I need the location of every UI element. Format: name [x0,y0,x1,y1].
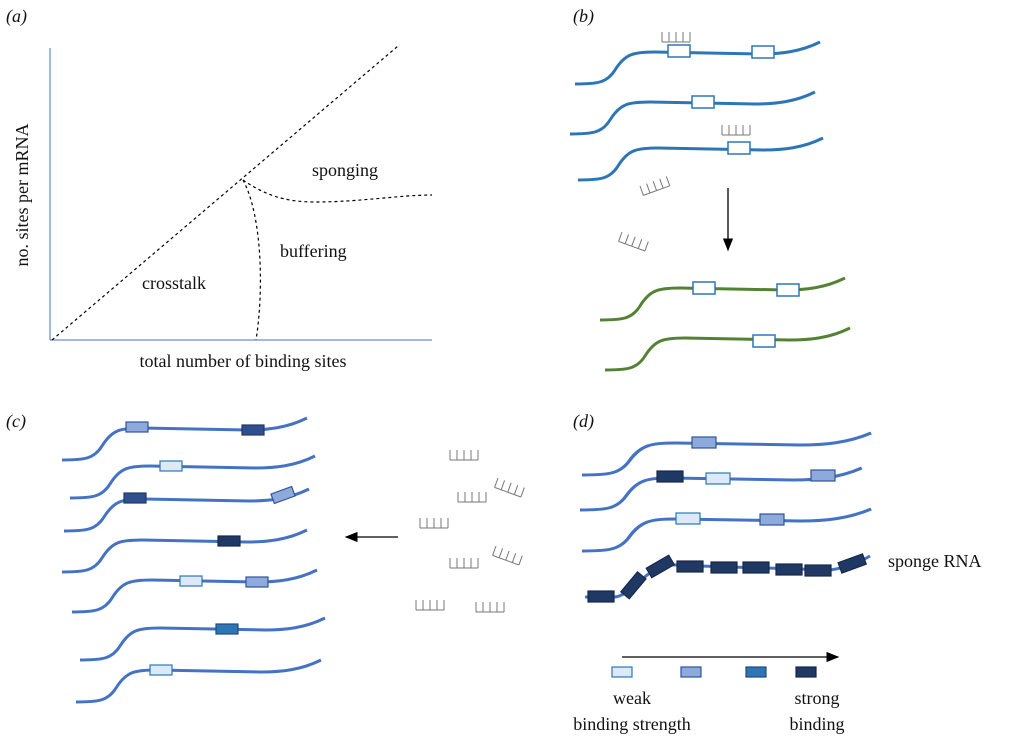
mrna [600,278,845,320]
region-label: sponging [312,160,378,180]
mirna [450,450,478,460]
panel-label: (c) [6,411,26,432]
site [150,665,172,675]
mrna [76,660,321,702]
mirna [416,600,444,610]
panel-label: (d) [573,411,594,432]
mirna [619,232,649,251]
region-label: crosstalk [142,273,206,293]
site [711,562,737,573]
diagonal [52,46,398,340]
legend-swatch [681,667,701,677]
site [124,493,146,503]
plot-a: no. sites per mRNA total number of bindi… [12,46,432,371]
axis-label: total number of binding sites [140,351,347,371]
mirna [493,546,523,565]
mrna [582,509,871,551]
site [743,562,769,573]
panel-label: (b) [573,6,594,27]
mirna [450,558,478,568]
site [216,624,238,634]
sponge-label: sponge RNA [888,551,982,571]
site [126,422,148,432]
site [760,514,784,525]
mrna [80,618,325,660]
panel-d: sponge RNA weak binding strength strong … [573,433,981,734]
site [693,282,715,294]
mirna [495,478,525,497]
site [180,576,202,586]
legend-swatch [796,667,816,677]
site [753,335,775,347]
site [242,425,264,435]
boundary [243,180,260,340]
site [218,536,240,546]
mrna [575,42,820,84]
region-label: buffering [280,241,347,261]
legend-swatch [746,667,766,677]
mrna [62,530,307,572]
site [692,437,716,448]
mrna [578,138,823,180]
mirna [640,176,670,195]
axis-label: no. sites per mRNA [12,124,32,267]
mrna [582,433,871,475]
site [706,473,730,484]
site [621,572,646,599]
site [246,577,268,587]
panel-label: (a) [6,6,27,27]
panel-c [62,418,524,702]
site [776,564,802,575]
site [657,471,683,482]
site [692,96,714,108]
site [811,470,835,481]
mirna [420,518,448,528]
mirna [662,32,690,42]
site [676,513,700,524]
site [160,461,182,471]
legend-label: binding strength [573,714,691,734]
site [752,46,774,58]
boundary [243,180,432,202]
legend-swatch [612,667,632,677]
site [728,142,750,154]
figure: (a) (b) (c) (d) no. sites per mRNA total… [0,0,1012,744]
site [838,554,866,573]
legend-label: strong [795,688,840,708]
panel-b [570,32,850,370]
mirna [458,492,486,502]
site [668,45,690,57]
mirna [476,602,504,612]
site [271,487,295,504]
site [777,284,799,296]
mirna [722,125,750,135]
site [588,591,614,602]
mrna [62,418,307,460]
site [646,555,674,578]
legend-label: binding [789,714,844,734]
mrna [605,328,850,370]
legend-label: weak [613,688,651,708]
site [677,561,703,572]
site [805,565,831,576]
